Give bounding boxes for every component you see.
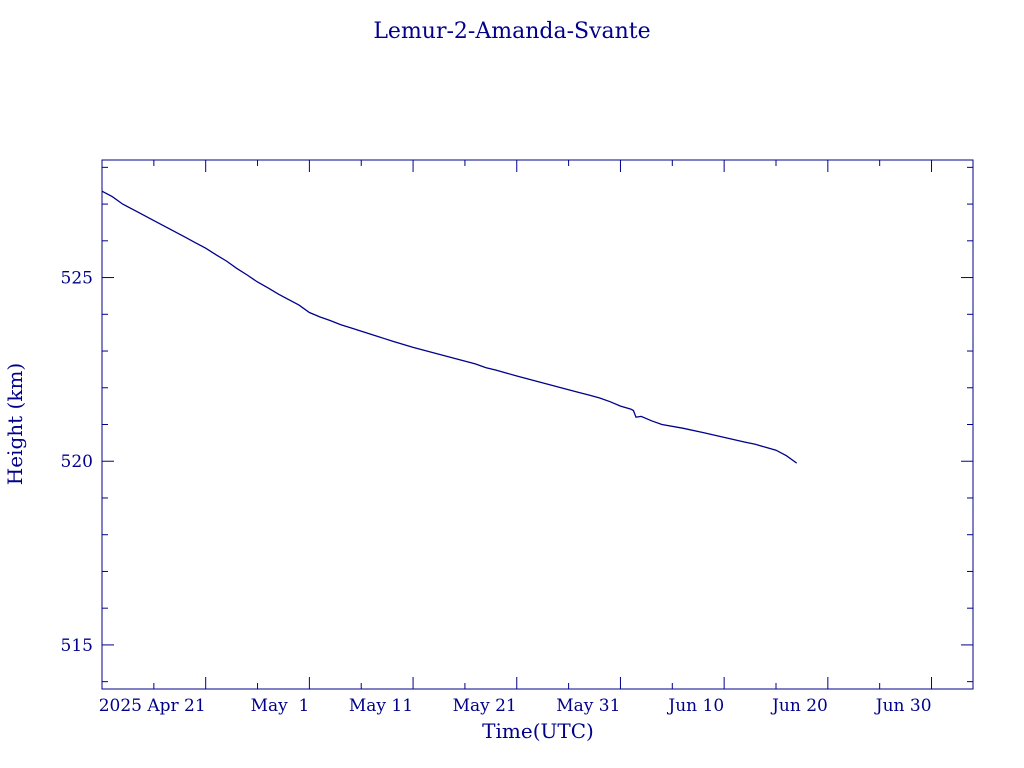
plot-frame xyxy=(101,159,974,690)
x-tick-label: Jun 30 xyxy=(874,696,932,716)
x-tick-label: May 31 xyxy=(556,696,620,716)
y-axis: 515 520 525 xyxy=(61,166,973,683)
x-tick-label: 2025 Apr 21 xyxy=(99,696,206,716)
y-tick-label: 520 xyxy=(61,452,93,472)
y-tick-label: 525 xyxy=(61,269,93,289)
x-tick-label: May 11 xyxy=(349,696,413,716)
y-axis-label: Height (km) xyxy=(3,363,27,485)
x-tick-label: Jun 20 xyxy=(770,696,828,716)
x-axis: 2025 Apr 21 May 1 May 11 May 21 May 31 Jun 10… xyxy=(99,160,933,716)
y-tick-label: 515 xyxy=(61,636,93,656)
x-tick-label: May 21 xyxy=(453,696,517,716)
height-series-line xyxy=(101,190,798,464)
x-tick-label: May 1 xyxy=(251,696,310,716)
chart-title: Lemur-2-Amanda-Svante xyxy=(373,19,650,44)
x-tick-label: Jun 10 xyxy=(666,696,724,716)
x-axis-label: Time(UTC) xyxy=(482,719,594,743)
